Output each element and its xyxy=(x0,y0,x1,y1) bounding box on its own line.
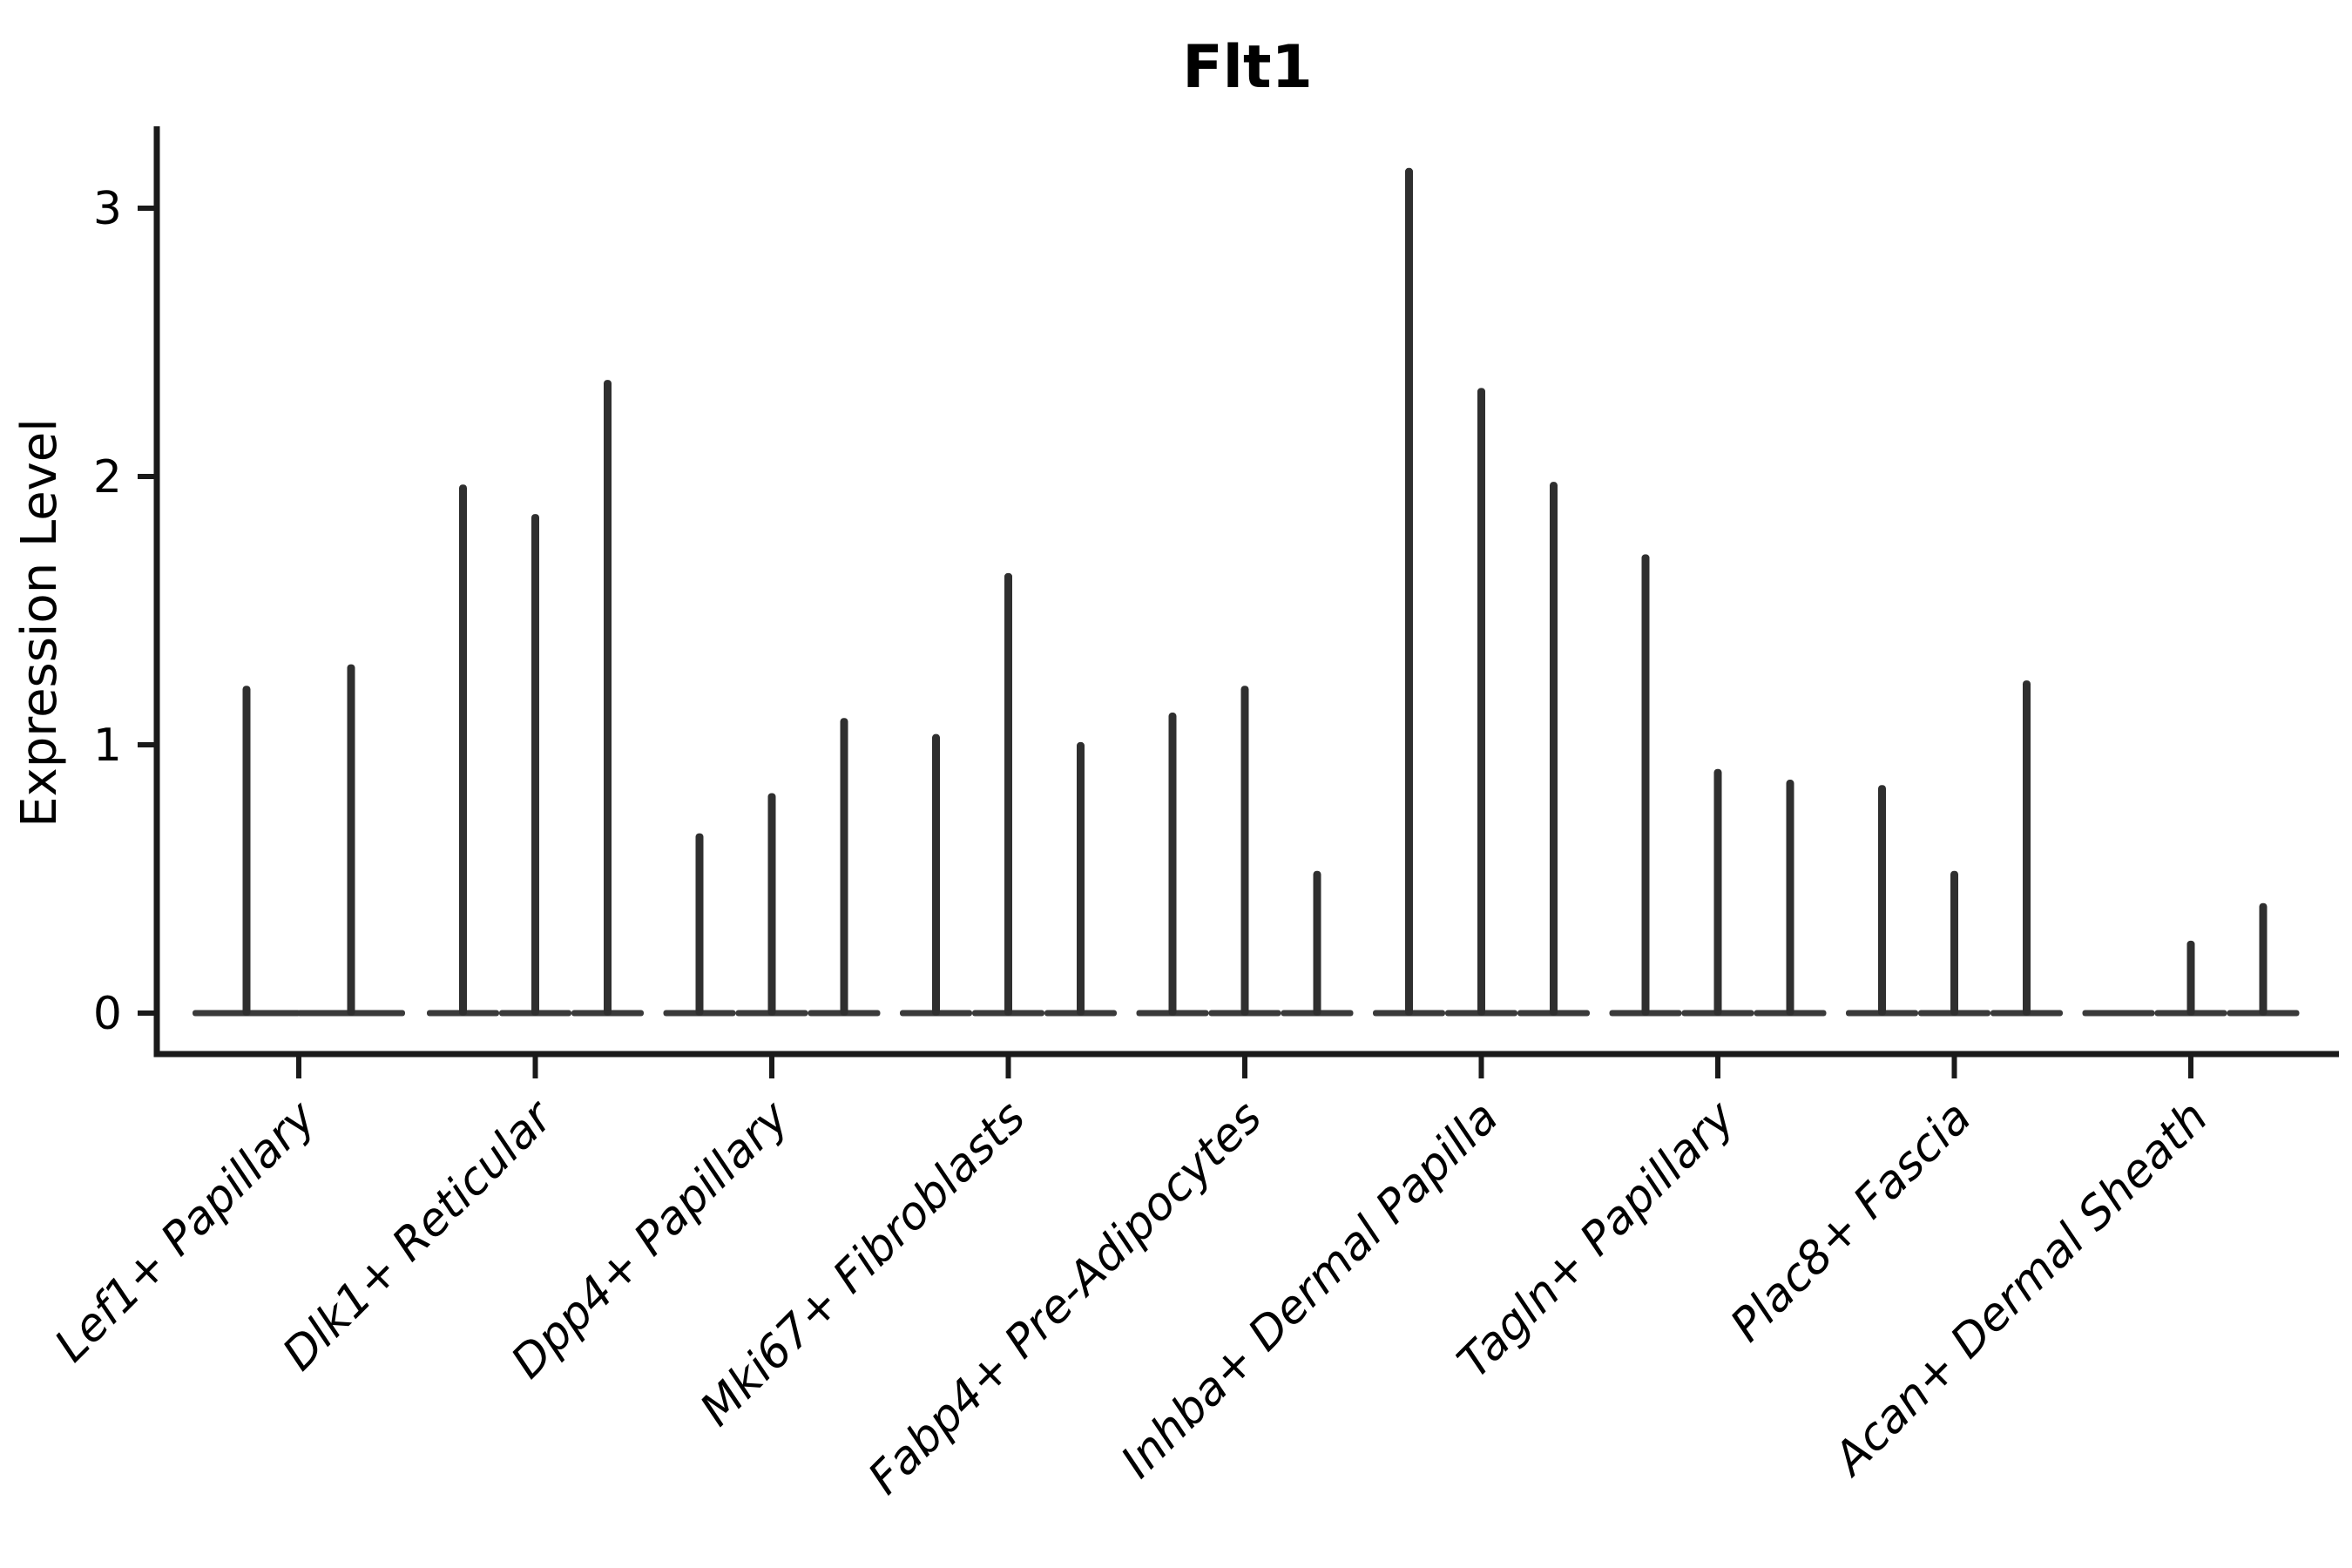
violin-spike xyxy=(347,664,355,1016)
violin-group xyxy=(193,664,405,1017)
violin-spike xyxy=(2186,940,2195,1016)
violin-group xyxy=(1373,167,1590,1017)
y-axis: 0 1 2 3 xyxy=(93,183,157,1040)
violins xyxy=(193,167,2300,1017)
y-tick-label: 1 xyxy=(93,720,122,772)
violin-spike xyxy=(459,484,467,1016)
x-tick-label: Lef1+ Papillary xyxy=(45,1091,327,1372)
violin-spike xyxy=(242,686,251,1016)
violin-spike xyxy=(695,833,704,1016)
y-tick-label: 0 xyxy=(93,988,122,1040)
violin-spike xyxy=(2259,902,2268,1016)
violin-spike xyxy=(2023,680,2031,1016)
violin-spike xyxy=(1713,768,1722,1016)
violin-spike xyxy=(1168,713,1177,1016)
violin-spike xyxy=(1550,482,1558,1016)
x-tick-label: Acan+ Dermal Sheath xyxy=(1822,1092,2218,1487)
violin-group xyxy=(2082,902,2300,1017)
x-tick-label: Plac8+ Fascia xyxy=(1720,1092,1981,1352)
violin-group xyxy=(900,572,1117,1017)
x-tick-label: Inhba+ Dermal Papilla xyxy=(1112,1092,1509,1489)
y-tick-label: 3 xyxy=(93,183,122,235)
violin-group xyxy=(1609,554,1827,1017)
plot-title: Flt1 xyxy=(1182,33,1313,102)
violin-base xyxy=(2082,1010,2155,1017)
violin-spike xyxy=(932,733,940,1016)
violin-spike xyxy=(1641,554,1650,1016)
violin-spike xyxy=(767,793,776,1016)
violin-spike xyxy=(1313,870,1321,1016)
violin-group xyxy=(1846,680,2063,1017)
violin-group xyxy=(427,380,644,1017)
violin-spike xyxy=(1878,785,1886,1016)
y-axis-label: Expression Level xyxy=(11,418,68,828)
violin-spike xyxy=(531,514,539,1016)
violin-spike xyxy=(1240,686,1249,1016)
violin-spike xyxy=(604,380,612,1016)
x-tick-label: Fabp4+ Pre-Adipocytes xyxy=(859,1092,1273,1505)
violin-spike xyxy=(1950,870,1958,1016)
violin-spike xyxy=(840,718,848,1016)
violin-spike xyxy=(1786,780,1794,1016)
y-tick-label: 2 xyxy=(93,451,122,504)
violin-group xyxy=(663,718,881,1017)
violin-spike xyxy=(1077,741,1085,1016)
violin-spike xyxy=(1405,167,1413,1017)
violin-spike xyxy=(1477,388,1485,1016)
violin-group xyxy=(1136,686,1354,1017)
violin-spike xyxy=(1004,572,1012,1016)
